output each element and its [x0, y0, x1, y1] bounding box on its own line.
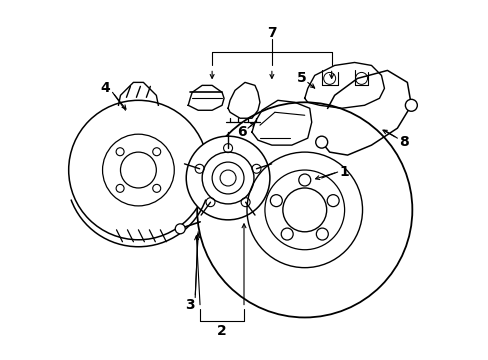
- Text: 6: 6: [237, 125, 246, 139]
- Text: 4: 4: [101, 81, 110, 95]
- Circle shape: [175, 224, 185, 234]
- Circle shape: [186, 136, 269, 220]
- Text: 1: 1: [339, 165, 349, 179]
- Text: 8: 8: [399, 135, 408, 149]
- Text: 7: 7: [266, 26, 276, 40]
- Circle shape: [197, 102, 411, 318]
- Text: 2: 2: [217, 324, 226, 338]
- Circle shape: [68, 100, 208, 240]
- Text: 3: 3: [185, 297, 195, 311]
- Circle shape: [315, 136, 327, 148]
- Circle shape: [405, 99, 416, 111]
- Text: 5: 5: [296, 71, 306, 85]
